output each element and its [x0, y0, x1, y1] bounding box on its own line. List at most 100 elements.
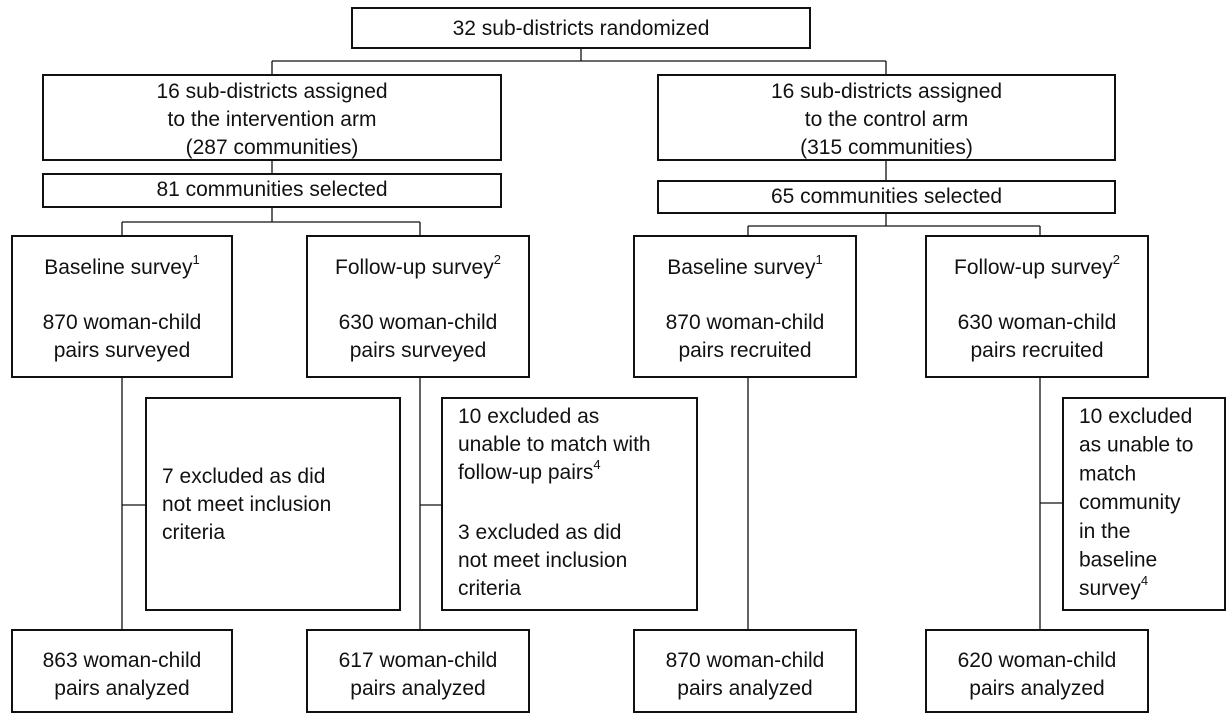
- text-line: Follow-up survey: [954, 256, 1113, 279]
- node-text: community: [1079, 491, 1181, 514]
- text-line: 617 woman-child: [339, 649, 498, 672]
- node: 10 excluded as unable to match community in …: [1062, 397, 1226, 611]
- text-line: not meet inclusion: [162, 493, 331, 516]
- node-text: Baseline survey1: [667, 252, 822, 278]
- node: 65 communities selected: [657, 180, 1116, 214]
- text-line: to the intervention arm: [168, 108, 377, 131]
- text-line: 630 woman-child: [339, 311, 498, 334]
- node: Baseline survey1 870 woman-child pairs rec…: [633, 235, 857, 378]
- node-text: (315 communities): [800, 136, 973, 159]
- node-text: 65 communities selected: [771, 185, 1002, 208]
- connector: [747, 213, 1041, 236]
- node: 617 woman-child pairs analyzed: [306, 629, 530, 713]
- node-text: 870 woman-child: [666, 311, 825, 334]
- text-line: 863 woman-child: [43, 649, 202, 672]
- node-text: in the: [1079, 519, 1130, 542]
- node-box: [11, 235, 233, 378]
- node-box: [42, 173, 502, 208]
- connector: [271, 160, 887, 181]
- node: 863 woman-child pairs analyzed: [11, 629, 233, 713]
- node-text: as unable to: [1079, 433, 1193, 456]
- text-line: pairs surveyed: [54, 339, 191, 362]
- node-text: pairs analyzed: [677, 677, 812, 700]
- text-line: baseline: [1079, 548, 1157, 571]
- node-text: 617 woman-child: [339, 649, 498, 672]
- text-line: Baseline survey: [667, 256, 816, 279]
- superscript: 4: [1141, 574, 1148, 589]
- node: 870 woman-child pairs analyzed: [633, 629, 857, 713]
- node: 16 sub-districts assigned to the interven…: [42, 74, 502, 161]
- node-box: [1062, 397, 1226, 611]
- text-line: match: [1079, 462, 1136, 485]
- node-text: baseline: [1079, 548, 1157, 571]
- text-line: 10 excluded as: [458, 405, 599, 428]
- connector: [121, 207, 421, 236]
- connector: [271, 48, 887, 75]
- text-line: 630 woman-child: [958, 311, 1117, 334]
- text-line: pairs analyzed: [350, 677, 485, 700]
- text-line: 16 sub-districts assigned: [771, 80, 1002, 103]
- node-box: [11, 629, 233, 713]
- node-text: 870 woman-child: [666, 649, 825, 672]
- node-box: [441, 397, 698, 611]
- node-box: [657, 74, 1116, 161]
- node-text: 620 woman-child: [958, 649, 1117, 672]
- node-text: 630 woman-child: [958, 311, 1117, 334]
- node-text: Follow-up survey2: [335, 252, 501, 278]
- node-text: (287 communities): [186, 136, 359, 159]
- node-text: 630 woman-child: [339, 311, 498, 334]
- node-text: pairs analyzed: [969, 677, 1104, 700]
- node-text: not meet inclusion: [162, 493, 331, 516]
- node-text: follow-up pairs4: [458, 457, 601, 483]
- node-box: [633, 235, 857, 378]
- node-box: [351, 7, 811, 49]
- text-line: survey: [1079, 577, 1141, 600]
- text-line: follow-up pairs: [458, 461, 593, 484]
- superscript: 1: [816, 252, 823, 267]
- text-line: pairs surveyed: [350, 339, 487, 362]
- node-box: [657, 180, 1116, 214]
- node-text: 863 woman-child: [43, 649, 202, 672]
- text-line: 7 excluded as did: [162, 465, 325, 488]
- text-line: criteria: [458, 577, 521, 600]
- node-text: not meet inclusion: [458, 549, 627, 572]
- text-line: 870 woman-child: [666, 649, 825, 672]
- node: Baseline survey1 870 woman-child pairs sur…: [11, 235, 233, 378]
- text-line: in the: [1079, 519, 1130, 542]
- text-line: community: [1079, 491, 1181, 514]
- superscript: 1: [193, 252, 200, 267]
- text-line: 10 excluded: [1079, 405, 1192, 428]
- node-text: 3 excluded as did: [458, 521, 621, 544]
- connector: [122, 502, 1063, 506]
- text-line: Follow-up survey: [335, 256, 494, 279]
- node-text: 870 woman-child: [43, 311, 202, 334]
- node-box: [925, 629, 1149, 713]
- node-text: 7 excluded as did: [162, 465, 325, 488]
- text-line: pairs recruited: [970, 339, 1103, 362]
- node: 16 sub-districts assigned to the control …: [657, 74, 1116, 161]
- text-line: 620 woman-child: [958, 649, 1117, 672]
- text-line: as unable to: [1079, 433, 1193, 456]
- node-box: [145, 397, 401, 611]
- text-line: Baseline survey: [44, 256, 193, 279]
- node-text: 10 excluded: [1079, 405, 1192, 428]
- node-text: to the control arm: [805, 108, 968, 131]
- node-text: to the intervention arm: [168, 108, 377, 131]
- text-line: 81 communities selected: [156, 178, 387, 201]
- text-line: pairs analyzed: [677, 677, 812, 700]
- node-box: [42, 74, 502, 161]
- text-line: unable to match with: [458, 433, 651, 456]
- text-line: 870 woman-child: [43, 311, 202, 334]
- node-text: 16 sub-districts assigned: [156, 80, 387, 103]
- text-line: 32 sub-districts randomized: [453, 17, 710, 40]
- node: 7 excluded as did not meet inclusion crite…: [145, 397, 401, 611]
- text-line: pairs analyzed: [969, 677, 1104, 700]
- node-text: criteria: [162, 521, 225, 544]
- text-line: (315 communities): [800, 136, 973, 159]
- superscript: 2: [1113, 252, 1120, 267]
- connector: [121, 377, 1041, 630]
- node-text: criteria: [458, 577, 521, 600]
- node-text: pairs recruited: [678, 339, 811, 362]
